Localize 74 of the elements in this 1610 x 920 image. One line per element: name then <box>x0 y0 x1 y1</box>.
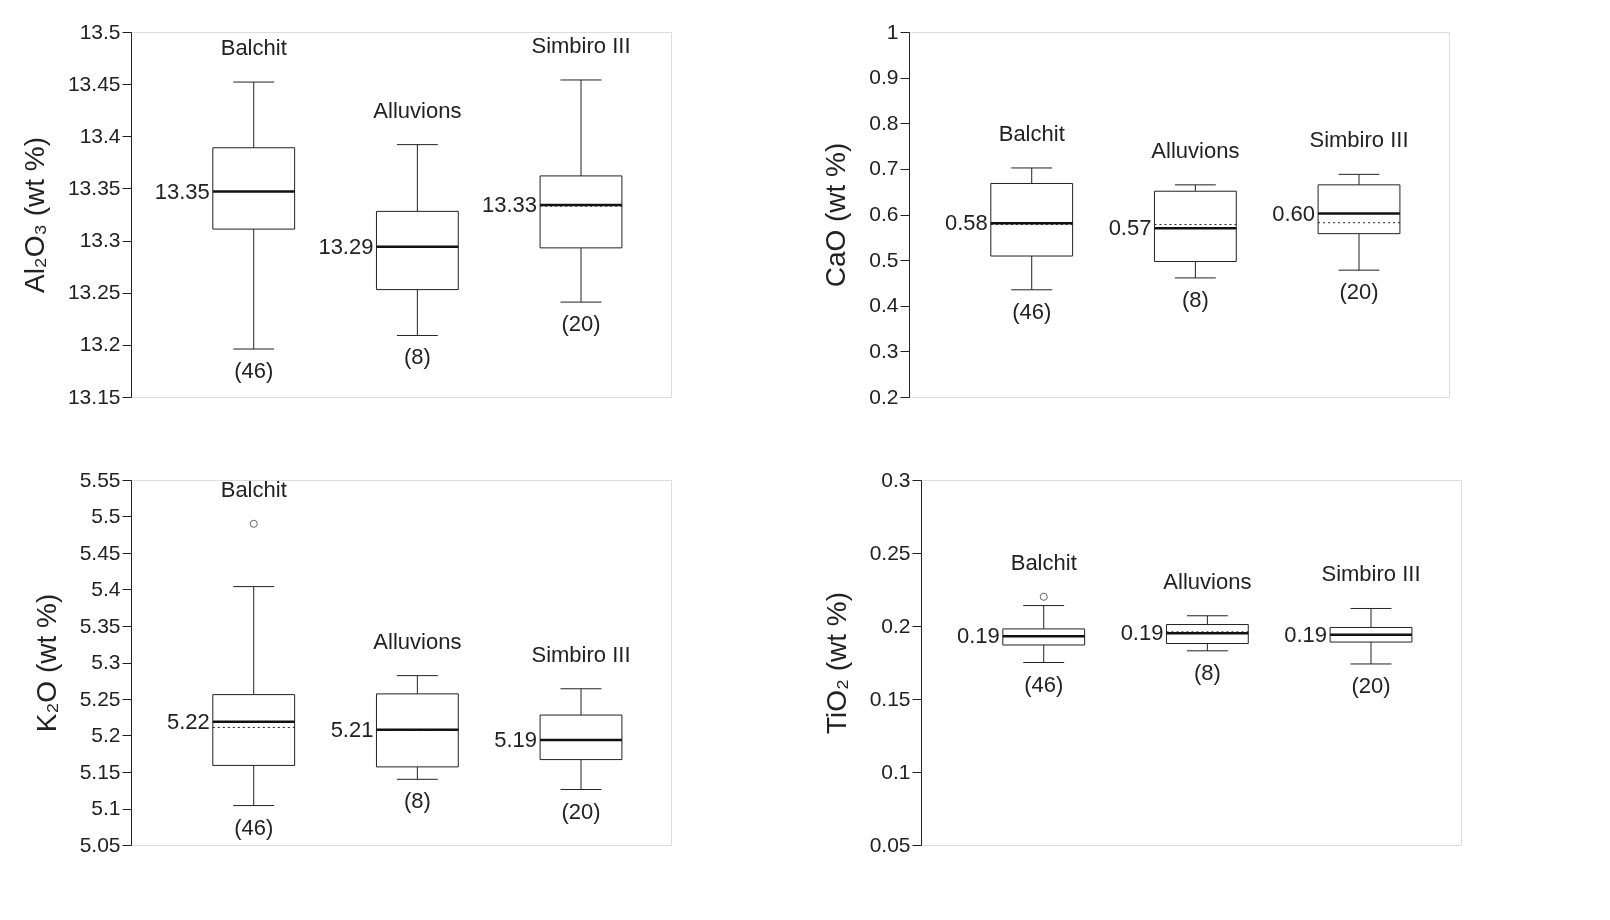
annotation: 13.35 <box>154 178 210 204</box>
x-tick-label: Simbiro III <box>1321 561 1421 587</box>
annotation: 5.19 <box>494 726 538 752</box>
annotation: (46) <box>1024 671 1064 697</box>
annotation: 13.29 <box>318 233 374 259</box>
annotation: 0.57 <box>1108 215 1152 241</box>
y-tick-label: 5.15 <box>79 759 121 783</box>
y-tick-label: 0.7 <box>869 156 899 180</box>
y-tick-label: 0.3 <box>869 338 899 362</box>
x-tick-label: Balchit <box>220 476 287 502</box>
y-tick-label: 5.25 <box>79 686 121 710</box>
x-tick-label: Simbiro III <box>1309 127 1409 153</box>
x-tick-label: Balchit <box>220 35 287 61</box>
y-tick-label: 0.9 <box>869 65 899 89</box>
y-tick-label: 0.1 <box>881 759 911 783</box>
annotation: (8) <box>1181 286 1209 312</box>
annotation: 5.21 <box>330 716 374 742</box>
y-tick-label: 0.05 <box>869 832 911 856</box>
y-tick-label: 5.5 <box>91 504 121 527</box>
annotation: (46) <box>234 814 274 840</box>
annotation: (8) <box>403 788 431 814</box>
y-tick-label: 13.5 <box>79 19 121 43</box>
y-tick-label: 0.6 <box>869 202 899 225</box>
y-tick-label: 5.45 <box>79 540 121 564</box>
y-axis-title: Al₂O₃ (wt %) <box>18 136 50 294</box>
y-axis-title: TiO₂ (wt %) <box>820 591 852 735</box>
y-tick-label: 5.4 <box>91 577 121 600</box>
y-tick-label: 13.45 <box>67 71 121 95</box>
x-tick-label: Alluvions <box>373 628 462 654</box>
annotation: (20) <box>1339 279 1379 305</box>
annotation: 0.19 <box>956 623 1000 649</box>
y-tick-label: 5.55 <box>79 467 121 491</box>
y-tick-label: 0.4 <box>869 293 899 317</box>
y-tick-label: 0.2 <box>869 384 899 408</box>
y-tick-label: 0.25 <box>869 540 911 564</box>
annotation: (8) <box>403 344 431 370</box>
y-tick-label: 0.8 <box>869 110 899 134</box>
x-tick-label: Balchit <box>1010 549 1077 575</box>
y-tick-label: 13.4 <box>79 123 121 147</box>
y-axis-title: CaO (wt %) <box>820 142 852 288</box>
y-tick-label: 13.25 <box>67 280 121 304</box>
y-tick-label: 1 <box>886 19 899 43</box>
annotation: (46) <box>234 358 274 384</box>
y-tick-label: 0.5 <box>869 247 899 271</box>
x-tick-label: Simbiro III <box>531 32 631 58</box>
y-axis-title: K₂O (wt %) <box>30 593 62 733</box>
y-tick-label: 13.35 <box>67 175 121 199</box>
annotation: (20) <box>1351 672 1391 698</box>
annotation: (20) <box>561 798 601 824</box>
annotation: (8) <box>1193 659 1221 685</box>
annotation: 0.19 <box>1284 621 1328 647</box>
y-tick-label: 13.3 <box>79 228 121 252</box>
x-tick-label: Alluvions <box>373 97 462 123</box>
y-tick-label: 0.3 <box>881 467 911 491</box>
y-tick-label: 5.05 <box>79 832 121 856</box>
y-tick-label: 5.2 <box>91 723 121 746</box>
y-tick-label: 13.15 <box>67 384 121 408</box>
y-tick-label: 0.2 <box>881 613 911 637</box>
y-tick-label: 5.1 <box>91 796 121 819</box>
annotation: 0.58 <box>944 210 988 236</box>
annotation: (46) <box>1012 298 1052 324</box>
x-tick-label: Alluvions <box>1151 137 1240 163</box>
annotation: 0.60 <box>1272 200 1316 226</box>
y-tick-label: 5.35 <box>79 613 121 637</box>
y-tick-label: 5.3 <box>91 650 121 673</box>
annotation: 5.22 <box>166 708 210 734</box>
x-tick-label: Simbiro III <box>531 641 631 667</box>
annotation: 13.33 <box>482 192 538 218</box>
annotation: 0.19 <box>1120 620 1164 646</box>
annotation: (20) <box>561 311 601 337</box>
x-tick-label: Alluvions <box>1163 568 1252 594</box>
y-tick-label: 0.15 <box>869 686 911 710</box>
x-tick-label: Balchit <box>998 120 1065 146</box>
y-tick-label: 13.2 <box>79 332 121 356</box>
